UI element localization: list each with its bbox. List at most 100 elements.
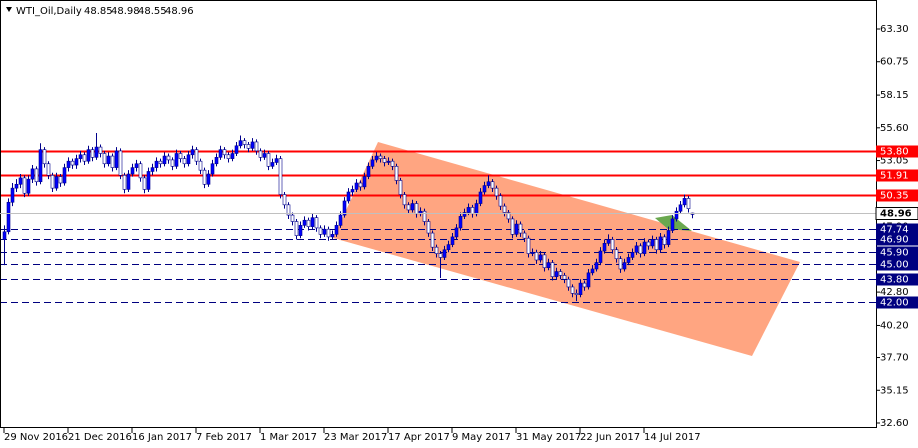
x-tick-label: 22 Jun 2017 <box>580 432 640 443</box>
candle-body <box>638 245 643 254</box>
candle-body <box>454 227 459 238</box>
candle-body <box>2 231 7 240</box>
candle-body <box>186 154 191 165</box>
level-label: 45.90 <box>880 248 909 259</box>
candle-body <box>274 158 279 163</box>
candle-body <box>34 168 39 183</box>
level-label-box <box>876 273 918 286</box>
candle-body <box>78 154 83 159</box>
candle-body <box>370 159 375 167</box>
candle-body <box>98 146 103 154</box>
candle-body <box>134 163 139 168</box>
candle-body <box>118 150 123 176</box>
candle-body <box>610 239 615 251</box>
candle-body <box>538 254 543 261</box>
candle-body <box>158 160 163 165</box>
x-tick-label: 29 Nov 2016 <box>4 432 68 443</box>
level-label: 42.00 <box>880 298 909 309</box>
candle-body <box>202 169 207 185</box>
candle-body <box>54 176 59 189</box>
candle-body <box>478 191 483 204</box>
candle-body <box>382 158 387 163</box>
x-tick-label: 31 May 2017 <box>516 432 581 443</box>
candle-body <box>146 171 151 190</box>
candle-body <box>614 249 619 260</box>
level-label: 43.80 <box>880 275 909 286</box>
candle-body <box>550 262 555 277</box>
level-label-box <box>876 246 918 259</box>
candle-body <box>634 245 639 253</box>
candle-body <box>490 181 495 189</box>
bid-label-box <box>875 207 918 220</box>
candle-body <box>318 227 323 235</box>
level-label: 53.80 <box>880 147 909 158</box>
candle-body <box>298 225 303 236</box>
level-label: 46.90 <box>880 235 909 246</box>
candle-body <box>386 160 391 163</box>
symbol-label: WTI_Oil,Daily <box>16 6 82 17</box>
candle-body <box>398 180 403 195</box>
candle-body <box>70 160 75 166</box>
candle-body <box>138 163 143 179</box>
level-label: 51.91 <box>880 171 909 182</box>
y-tick-label: 53.05 <box>880 156 909 167</box>
candle-body <box>270 162 275 167</box>
candle-body <box>6 201 11 233</box>
x-tick-label: 9 May 2017 <box>452 432 511 443</box>
candle-body <box>226 154 231 159</box>
candle-body <box>362 176 367 188</box>
candle-body <box>474 203 479 215</box>
candle-body <box>518 223 523 234</box>
menu-arrow[interactable] <box>6 7 12 12</box>
candle-body <box>314 217 319 229</box>
candle-body <box>546 262 551 269</box>
candle-body <box>214 157 219 165</box>
candle-body <box>222 149 227 156</box>
level-label-box <box>876 258 918 271</box>
candle-body <box>154 160 159 168</box>
candle-body <box>542 254 547 269</box>
candle-body <box>366 166 371 177</box>
candle-body <box>82 154 87 162</box>
candle-body <box>554 271 559 277</box>
candle-body <box>642 241 647 254</box>
candle-body <box>334 225 339 235</box>
candle-body <box>410 203 415 211</box>
candle-body <box>66 160 71 168</box>
candle-body <box>442 249 447 258</box>
candle-body <box>26 178 31 194</box>
candle-body <box>682 198 687 206</box>
candle-body <box>494 187 499 197</box>
candle-body <box>242 140 247 145</box>
candle-body <box>662 236 667 245</box>
candle-body <box>62 167 67 184</box>
candle-body <box>46 163 51 176</box>
candle-body <box>86 149 91 162</box>
candle-body <box>74 158 79 166</box>
candle-body <box>114 150 119 168</box>
x-tick-label: 21 Dec 2016 <box>68 432 132 443</box>
candle-body <box>670 218 675 231</box>
candle-body <box>106 155 111 165</box>
candle-body <box>558 271 563 276</box>
candle-body <box>686 198 691 209</box>
candle-body <box>566 278 571 288</box>
candle-body <box>310 217 315 227</box>
candle-body <box>498 195 503 207</box>
candle-body <box>666 230 671 245</box>
candle-body <box>414 203 419 215</box>
candle-body <box>126 173 131 190</box>
candle-body <box>330 234 335 238</box>
candle-body <box>94 146 99 158</box>
candle-body <box>562 275 567 280</box>
open-value: 48.85 <box>84 6 113 17</box>
candle-body <box>262 153 267 158</box>
candle-body <box>390 160 395 167</box>
candle-body <box>174 153 179 167</box>
candle-body <box>674 210 679 220</box>
candle-body <box>10 187 15 203</box>
y-tick-label: 42.80 <box>880 287 909 298</box>
candle-body <box>230 153 235 159</box>
candle-body <box>526 237 531 254</box>
